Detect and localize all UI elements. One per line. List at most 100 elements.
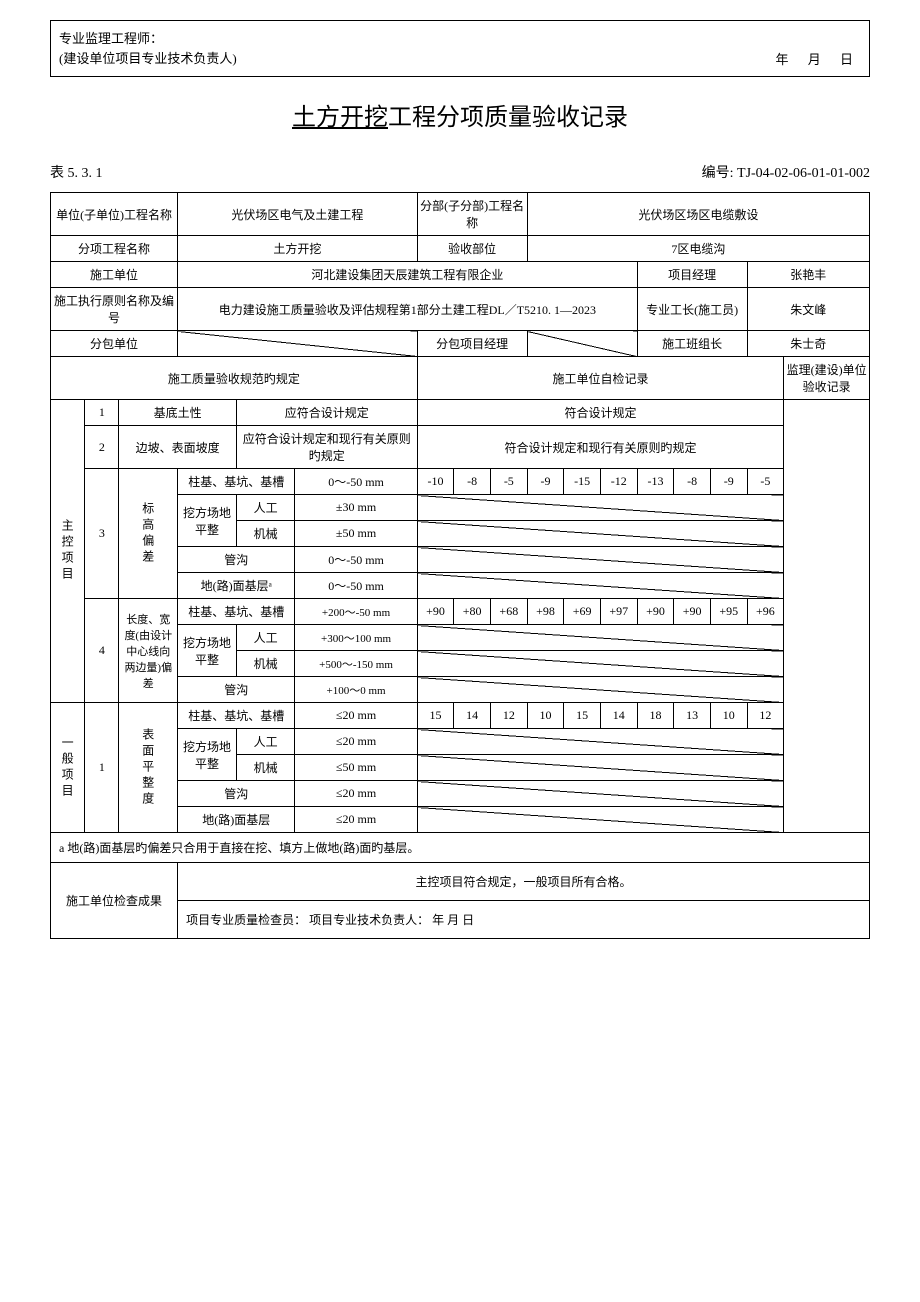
- main-r4-s1-v9: +96: [747, 599, 784, 625]
- main-r4-s3-req: +100～0 mm: [295, 677, 417, 703]
- pm-label: 项目经理: [637, 262, 747, 288]
- main-r4-s1-v7: +90: [674, 599, 711, 625]
- gen-r1-s1-v9: 12: [747, 703, 784, 729]
- top-signature-box: 专业监理工程师： (建设单位项目专业技术负责人) 年 月 日: [50, 20, 870, 77]
- gen-r1-s2a-name: 人工: [236, 729, 295, 755]
- result-row-1: 施工单位检查成果 主控项目符合规定，一般项目所有合格。: [51, 863, 870, 901]
- main-r4-s3-empty: [417, 677, 784, 703]
- supervisor-header: 监理(建设)单位验收记录: [784, 357, 870, 400]
- main-r3-s1-name: 柱基、基坑、基槽: [178, 469, 295, 495]
- section-header: 施工质量验收规范旳规定 施工单位自检记录 监理(建设)单位验收记录: [51, 357, 870, 400]
- general-label: 一般项目: [51, 703, 85, 833]
- main-r4-s2b-empty: [417, 651, 784, 677]
- gen-r1-s2a-req: ≤20 mm: [295, 729, 417, 755]
- main-r3-s1-v7: -8: [674, 469, 711, 495]
- fore-label: 专业工长(施工员): [637, 288, 747, 331]
- exec-label: 施工执行原则名称及编号: [51, 288, 178, 331]
- main-r3-s1-v5: -12: [600, 469, 637, 495]
- const-label: 施工单位: [51, 262, 178, 288]
- main-r2-result: 符合设计规定和现行有关原则旳规定: [417, 426, 784, 469]
- title-underlined: 土方开挖: [292, 105, 388, 131]
- main-r3-s1-v1: -8: [454, 469, 491, 495]
- main-r3-s1-req: 0～-50 mm: [295, 469, 417, 495]
- main-r3-s4-empty: [417, 573, 784, 599]
- div-label: 分部(子分部)工程名称: [417, 193, 527, 236]
- main-r4-s1-v5: +97: [600, 599, 637, 625]
- header-row-1: 单位(子单位)工程名称 光伏场区电气及土建工程 分部(子分部)工程名称 光伏场区…: [51, 193, 870, 236]
- gen-r1-s1-v7: 13: [674, 703, 711, 729]
- main-r4-s3-name: 管沟: [178, 677, 295, 703]
- gen-r1-s1-v3: 10: [527, 703, 564, 729]
- main-r4-s1-v6: +90: [637, 599, 674, 625]
- main-r1-req: 应符合设计规定: [236, 400, 417, 426]
- main-r4-s1-req: +200～-50 mm: [295, 599, 417, 625]
- result-label: 施工单位检查成果: [51, 863, 178, 939]
- main-r4-s1-v0: +90: [417, 599, 454, 625]
- note-row: a 地(路)面基层旳偏差只合用于直接在挖、填方上做地(路)面旳基层。: [51, 833, 870, 863]
- main-r3-s1-v2: -5: [490, 469, 527, 495]
- result-text: 主控项目符合规定，一般项目所有合格。: [178, 863, 870, 901]
- sub-label: 分项工程名称: [51, 236, 178, 262]
- subpm-value-empty: [527, 331, 637, 357]
- main-table: 单位(子单位)工程名称 光伏场区电气及土建工程 分部(子分部)工程名称 光伏场区…: [50, 192, 870, 939]
- gen-r1-s1-v0: 15: [417, 703, 454, 729]
- sig-line1: 专业监理工程师：: [59, 29, 237, 49]
- main-r3-s2-group: 挖方场地平整: [178, 495, 237, 547]
- gen-r1-s1-v8: 10: [710, 703, 747, 729]
- main-r4-s1-v2: +68: [490, 599, 527, 625]
- gen-r1-s4-name: 地(路)面基层: [178, 807, 295, 833]
- gen-r1-s4-empty: [417, 807, 784, 833]
- main-r4-s2a-name: 人工: [236, 625, 295, 651]
- gen-r1-num: 1: [85, 703, 119, 833]
- main-r2-name: 边坡、表面坡度: [119, 426, 236, 469]
- main-r4-s2-group: 挖方场地平整: [178, 625, 237, 677]
- gen-r1-s2b-name: 机械: [236, 755, 295, 781]
- gen-r1-s2b-empty: [417, 755, 784, 781]
- unit-value: 光伏场区电气及土建工程: [178, 193, 418, 236]
- main-r1-num: 1: [85, 400, 119, 426]
- main-r4-s1-v8: +95: [710, 599, 747, 625]
- main-items-label: 主控项目: [51, 400, 85, 703]
- main-r3-s1-v4: -15: [564, 469, 601, 495]
- supervisor-col-empty: [784, 400, 870, 833]
- gen-r1-s1-v6: 18: [637, 703, 674, 729]
- gen-r1-s3-name: 管沟: [178, 781, 295, 807]
- insp-value: 7区电缆沟: [527, 236, 869, 262]
- main-r4-num: 4: [85, 599, 119, 703]
- main-r1-name: 基底土性: [119, 400, 236, 426]
- note-text: a 地(路)面基层旳偏差只合用于直接在挖、填方上做地(路)面旳基层。: [51, 833, 870, 863]
- team-value: 朱士奇: [747, 331, 869, 357]
- header-row-5: 分包单位 分包项目经理 施工班组长 朱士奇: [51, 331, 870, 357]
- main-r3-s3-name: 管沟: [178, 547, 295, 573]
- gen-r1-s1-req: ≤20 mm: [295, 703, 417, 729]
- gen-r1-s1-v2: 12: [490, 703, 527, 729]
- main-r3-s2a-req: ±30 mm: [295, 495, 417, 521]
- subco-label: 分包单位: [51, 331, 178, 357]
- main-r4-s1-v1: +80: [454, 599, 491, 625]
- main-r3-s2a-name: 人工: [236, 495, 295, 521]
- sub-value: 土方开挖: [178, 236, 418, 262]
- main-r4-s2b-req: +500～-150 mm: [295, 651, 417, 677]
- main-r4-s2a-req: +300～100 mm: [295, 625, 417, 651]
- main-r2-req: 应符合设计规定和现行有关原则旳规定: [236, 426, 417, 469]
- main-r4-s1-v3: +98: [527, 599, 564, 625]
- div-value: 光伏场区场区电缆敷设: [527, 193, 869, 236]
- main-r4-s1-v4: +69: [564, 599, 601, 625]
- gen-r1-s1-v5: 14: [600, 703, 637, 729]
- gen-r1-s4-req: ≤20 mm: [295, 807, 417, 833]
- signature-date: 年 月 日: [775, 49, 861, 68]
- main-r4-s1: 4 长度、宽度(由设计中心线向两边量)偏差 柱基、基坑、基槽 +200～-50 …: [51, 599, 870, 625]
- main-r2-num: 2: [85, 426, 119, 469]
- sig-line2: (建设单位项目专业技术负责人): [59, 49, 237, 69]
- main-r3-s2b-req: ±50 mm: [295, 521, 417, 547]
- main-r4-s2b-name: 机械: [236, 651, 295, 677]
- result-sigline: 项目专业质量检查员： 项目专业技术负责人： 年 月 日: [178, 901, 870, 939]
- main-r3-s4-req: 0～-50 mm: [295, 573, 417, 599]
- signature-left: 专业监理工程师： (建设单位项目专业技术负责人): [59, 29, 237, 68]
- gen-r1-s1: 一般项目 1 表面平整度 柱基、基坑、基槽 ≤20 mm 15 14 12 10…: [51, 703, 870, 729]
- team-label: 施工班组长: [637, 331, 747, 357]
- gen-r1-s2a-empty: [417, 729, 784, 755]
- main-r3-s1-v6: -13: [637, 469, 674, 495]
- main-r3-name: 标高偏差: [119, 469, 178, 599]
- fore-value: 朱文峰: [747, 288, 869, 331]
